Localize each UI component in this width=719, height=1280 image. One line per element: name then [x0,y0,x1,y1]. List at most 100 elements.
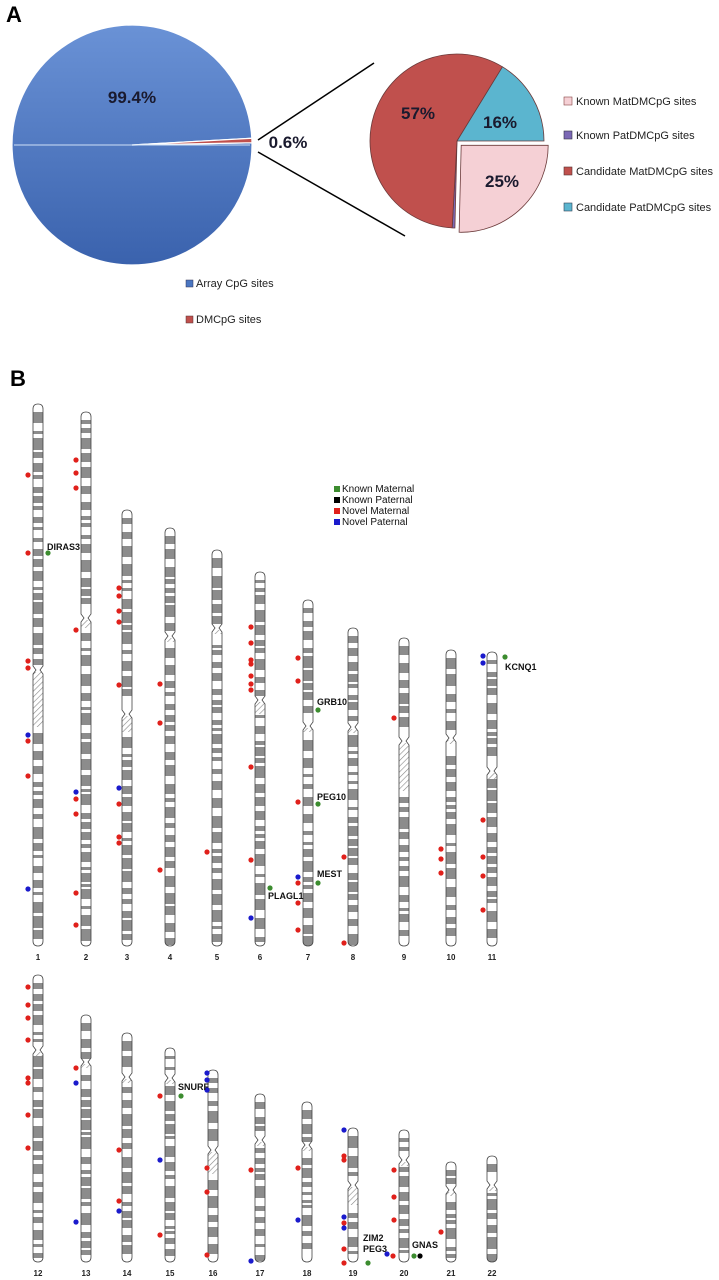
legend-swatch-known-mat [563,96,573,106]
label-cand-mat-pct: 57% [401,104,435,123]
chromosome-16 [207,1069,219,1263]
novel-paternal-marker [25,732,31,738]
gene-label-snurf: SNURF [178,1082,210,1092]
novel-paternal-marker [73,789,79,795]
known-maternal-marker [267,885,273,891]
chromosome-5 [211,549,223,947]
novel-maternal-marker [116,834,122,840]
novel-maternal-marker [116,585,122,591]
novel-maternal-marker [25,773,31,779]
novel-maternal-marker [204,849,210,855]
zoom-connector-bottom [257,151,406,237]
pie-slice-dmcpg [131,137,253,146]
zoom-connector-top [257,62,375,141]
legend-known-mat: Known MatDMCpG sites [576,96,697,108]
novel-maternal-marker [116,801,122,807]
novel-maternal-marker [157,1093,163,1099]
pie1-legend: Array CpG sites DMCpG sites [185,278,274,326]
novel-maternal-marker [25,1015,31,1021]
novel-maternal-marker [25,658,31,664]
gene-label-mest: MEST [317,869,343,879]
novel-maternal-marker [341,1153,347,1159]
label-array-pct: 99.4% [108,88,156,107]
novel-maternal-marker [204,1165,210,1171]
novel-maternal-marker [248,657,254,663]
chromosome-22 [486,1155,498,1263]
chromosome-number-18: 18 [303,1269,312,1278]
legend-swatch-cand-pat [563,202,573,212]
chromosome-9 [398,637,410,947]
legend-dmcpg: DMCpG sites [196,314,262,326]
novel-maternal-marker [438,856,444,862]
novel-maternal-marker [341,1246,347,1252]
pie2-legend: Known MatDMCpG sites Known PatDMCpG site… [563,96,713,214]
chromosome-4 [164,527,176,947]
novel-maternal-marker [116,1147,122,1153]
novel-maternal-marker [25,665,31,671]
novel-maternal-marker [157,867,163,873]
known-maternal-marker [178,1093,184,1099]
chromosome-13 [80,1014,92,1263]
pie-slice-cand-pat [456,66,545,142]
chromosome-number-3: 3 [125,953,130,962]
novel-maternal-marker [341,1157,347,1163]
chromosome-number-7: 7 [306,953,311,962]
novel-paternal-marker [157,1157,163,1163]
chromosome-10 [445,649,457,947]
chromosome-number-12: 12 [34,1269,43,1278]
label-known-mat-pct: 25% [485,172,519,191]
novel-paternal-marker [480,653,486,659]
novel-maternal-marker [391,1194,397,1200]
methylation-markers [25,457,508,1266]
chromosome-12 [32,974,44,1263]
chromosome-number-21: 21 [447,1269,456,1278]
pie-chart-dmcpg-breakdown [369,53,549,233]
novel-maternal-marker [73,1065,79,1071]
chromosome-number-5: 5 [215,953,220,962]
novel-maternal-marker [25,550,31,556]
legend-swatch-known-maternal [334,486,340,492]
novel-maternal-marker [157,720,163,726]
chromosome-number-10: 10 [447,953,456,962]
gene-labels: DIRAS3 GRB10 PEG10 MEST PLAGL1 KCNQ1 SNU… [47,542,537,1254]
pie-slice-known-mat [458,144,549,233]
gene-label-gnas: GNAS [412,1240,438,1250]
label-cand-pat-pct: 16% [483,113,517,132]
legend-array-cpg: Array CpG sites [196,278,274,290]
novel-paternal-marker [204,1077,210,1083]
pie-chart-cpg-sites [11,24,253,266]
chromosome-7 [302,599,314,947]
novel-maternal-marker [295,880,301,886]
novel-maternal-marker [480,873,486,879]
chromosome-20 [398,1129,410,1263]
novel-maternal-marker [73,890,79,896]
novel-maternal-marker [157,681,163,687]
chromosome-number-6: 6 [258,953,263,962]
novel-maternal-marker [25,984,31,990]
novel-maternal-marker [25,1002,31,1008]
novel-maternal-marker [438,846,444,852]
novel-maternal-marker [25,738,31,744]
novel-maternal-marker [438,870,444,876]
novel-maternal-marker [295,799,301,805]
chromosome-number-9: 9 [402,953,407,962]
novel-paternal-marker [116,1208,122,1214]
novel-maternal-marker [25,1145,31,1151]
novel-paternal-marker [341,1127,347,1133]
legend-novel-maternal: Novel Maternal [342,506,409,517]
known-maternal-marker [411,1253,417,1259]
novel-paternal-marker [248,915,254,921]
chromosome-number-4: 4 [168,953,173,962]
chromosome-2 [80,411,92,947]
known-maternal-marker [315,707,321,713]
novel-paternal-marker [248,1258,254,1264]
known-maternal-marker [365,1260,371,1266]
novel-paternal-marker [116,785,122,791]
novel-maternal-marker [438,1229,444,1235]
novel-maternal-marker [341,854,347,860]
chromosome-15 [164,1047,176,1263]
gene-label-zim2: ZIM2 [363,1233,384,1243]
novel-maternal-marker [73,922,79,928]
